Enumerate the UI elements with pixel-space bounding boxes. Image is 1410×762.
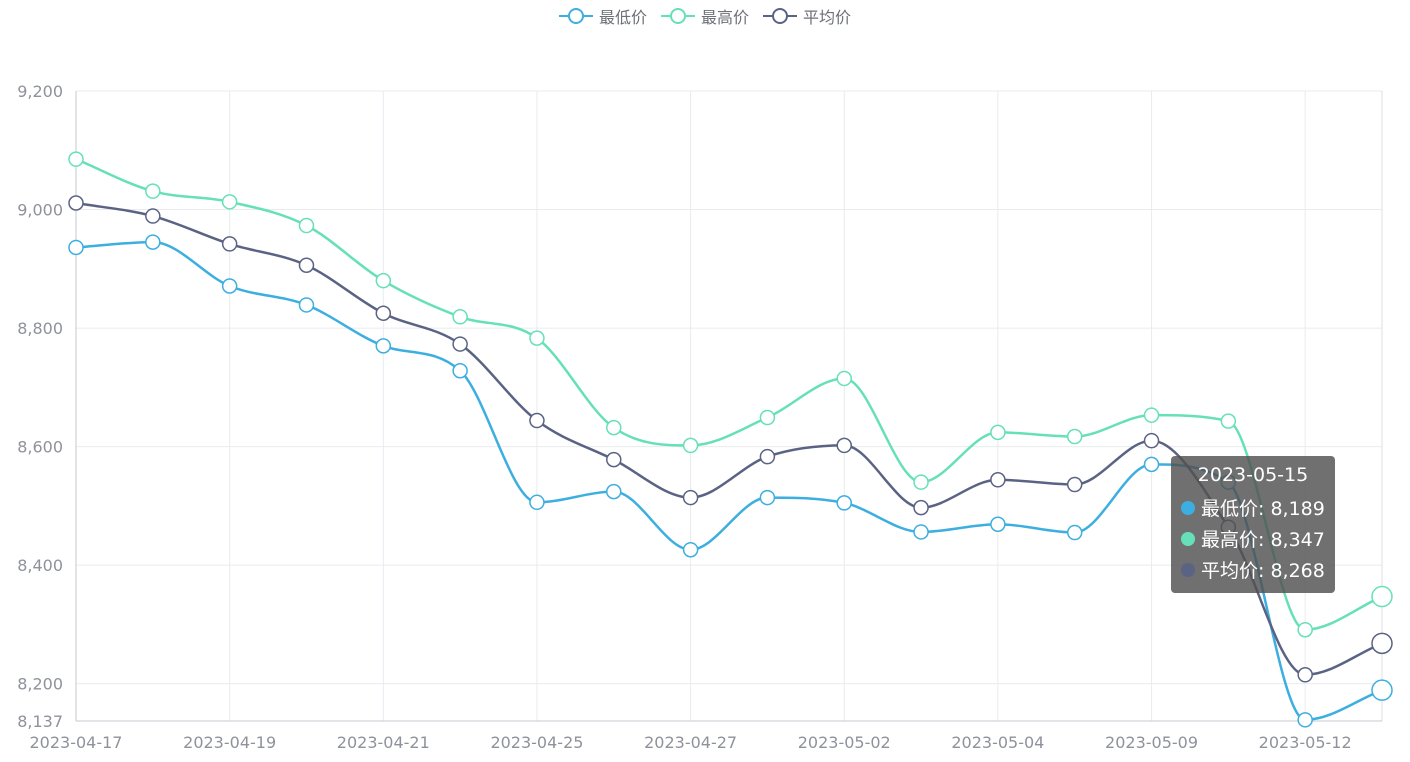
data-point-min[interactable] (375, 338, 392, 354)
series-lines (75, 158, 1383, 722)
data-point-min[interactable] (1066, 524, 1083, 541)
data-point-min[interactable] (606, 483, 622, 500)
data-point-max[interactable] (221, 194, 238, 210)
data-point-min[interactable] (759, 489, 776, 506)
tooltip-value: 最低价: 8,189 (1201, 498, 1325, 520)
data-point-max[interactable] (1066, 428, 1083, 445)
data-point-avg[interactable] (1297, 667, 1313, 683)
data-point-min[interactable] (990, 516, 1006, 532)
series-dot-icon (1181, 531, 1195, 546)
data-point-max[interactable] (1220, 413, 1237, 429)
chart-tooltip: 2023-05-15 最低价: 8,189 最高价: 8,347 平均价: 8,… (1171, 456, 1335, 593)
x-tick-label: 2023-05-04 (951, 733, 1044, 752)
data-point-max[interactable] (1143, 407, 1160, 423)
data-point-min[interactable] (1371, 679, 1393, 701)
data-point-avg[interactable] (990, 472, 1006, 488)
x-tick-label: 2023-04-19 (183, 733, 276, 752)
series-dot-icon (1181, 562, 1195, 577)
y-tick-label: 8,600 (17, 438, 63, 457)
data-point-avg[interactable] (836, 437, 852, 454)
data-point-min[interactable] (1297, 712, 1313, 728)
tooltip-row-avg: 平均价: 8,268 (1181, 554, 1325, 585)
data-point-max[interactable] (682, 437, 699, 454)
legend-item-max[interactable]: 最高价 (660, 4, 749, 28)
data-point-min[interactable] (913, 524, 929, 540)
data-point-max[interactable] (759, 409, 776, 426)
data-point-avg[interactable] (452, 336, 468, 352)
legend-label: 平均价 (803, 8, 852, 27)
data-point-max[interactable] (990, 424, 1006, 441)
y-tick-label: 8,400 (17, 556, 63, 575)
y-tick-label: 9,000 (17, 201, 63, 220)
tooltip-value: 最高价: 8,347 (1201, 529, 1325, 551)
y-tick-label: 8,200 (17, 675, 63, 694)
chart-legend: 最低价 最高价 平均价 (0, 4, 1410, 28)
tooltip-row-max: 最高价: 8,347 (1181, 523, 1325, 554)
legend-label: 最低价 (598, 8, 647, 27)
data-point-avg[interactable] (1143, 432, 1160, 449)
data-point-max[interactable] (452, 309, 468, 325)
data-point-avg[interactable] (145, 208, 161, 224)
tooltip-title: 2023-05-15 (1197, 464, 1309, 486)
series-line-avg (75, 201, 1383, 677)
legend-line-circle-icon (558, 8, 593, 24)
legend-label: 最高价 (700, 8, 749, 27)
x-tick-label: 2023-05-12 (1259, 733, 1352, 752)
data-point-avg[interactable] (682, 489, 699, 506)
data-point-avg[interactable] (68, 195, 84, 211)
data-point-min[interactable] (682, 541, 699, 558)
x-tick-label: 2023-04-25 (490, 733, 583, 752)
data-point-max[interactable] (606, 419, 622, 436)
data-point-max[interactable] (145, 183, 161, 199)
series-dot-icon (1181, 500, 1195, 515)
data-point-max[interactable] (68, 151, 84, 167)
axes: 8,137 8,200 8,400 8,600 8,800 9,000 9,200 2023-… (17, 82, 1382, 752)
x-tick-label: 2023-04-27 (644, 733, 737, 752)
data-point-avg[interactable] (375, 305, 392, 321)
data-point-avg[interactable] (1066, 476, 1083, 493)
y-tick-label: 8,800 (17, 319, 63, 338)
data-point-max[interactable] (529, 330, 545, 346)
x-tick-label: 2023-05-09 (1105, 733, 1198, 752)
data-point-min[interactable] (298, 297, 315, 313)
data-point-avg[interactable] (606, 451, 622, 468)
data-point-avg[interactable] (1371, 632, 1393, 655)
data-point-min[interactable] (221, 278, 238, 294)
legend-line-circle-icon (763, 8, 797, 24)
data-point-min[interactable] (452, 362, 468, 379)
tooltip-row-min: 最低价: 8,189 (1181, 492, 1325, 523)
data-point-min[interactable] (145, 234, 161, 250)
data-point-min[interactable] (1143, 456, 1160, 473)
x-tick-label: 2023-04-17 (30, 733, 123, 752)
data-point-max[interactable] (836, 370, 852, 387)
data-point-max[interactable] (298, 217, 315, 234)
tooltip-value: 平均价: 8,268 (1201, 560, 1325, 582)
x-tick-label: 2023-04-21 (337, 733, 430, 752)
data-point-max[interactable] (913, 474, 929, 490)
legend-item-avg[interactable]: 平均价 (763, 4, 851, 28)
x-tick-label: 2023-05-02 (798, 733, 891, 752)
data-point-avg[interactable] (298, 257, 315, 273)
data-point-max[interactable] (1297, 621, 1313, 638)
data-point-avg[interactable] (221, 236, 238, 252)
data-points[interactable] (68, 151, 1393, 728)
y-tick-label: 9,200 (17, 82, 63, 101)
data-point-avg[interactable] (529, 412, 545, 429)
data-point-min[interactable] (836, 495, 852, 511)
y-tick-label: 8,137 (17, 712, 63, 731)
data-point-avg[interactable] (759, 448, 776, 465)
legend-line-circle-icon (660, 8, 695, 24)
grid-lines (76, 90, 1383, 721)
data-point-avg[interactable] (913, 499, 929, 516)
data-point-max[interactable] (1371, 585, 1393, 608)
data-point-min[interactable] (68, 239, 84, 256)
legend-item-min[interactable]: 最低价 (558, 4, 647, 28)
data-point-min[interactable] (529, 494, 545, 511)
data-point-max[interactable] (375, 272, 392, 289)
